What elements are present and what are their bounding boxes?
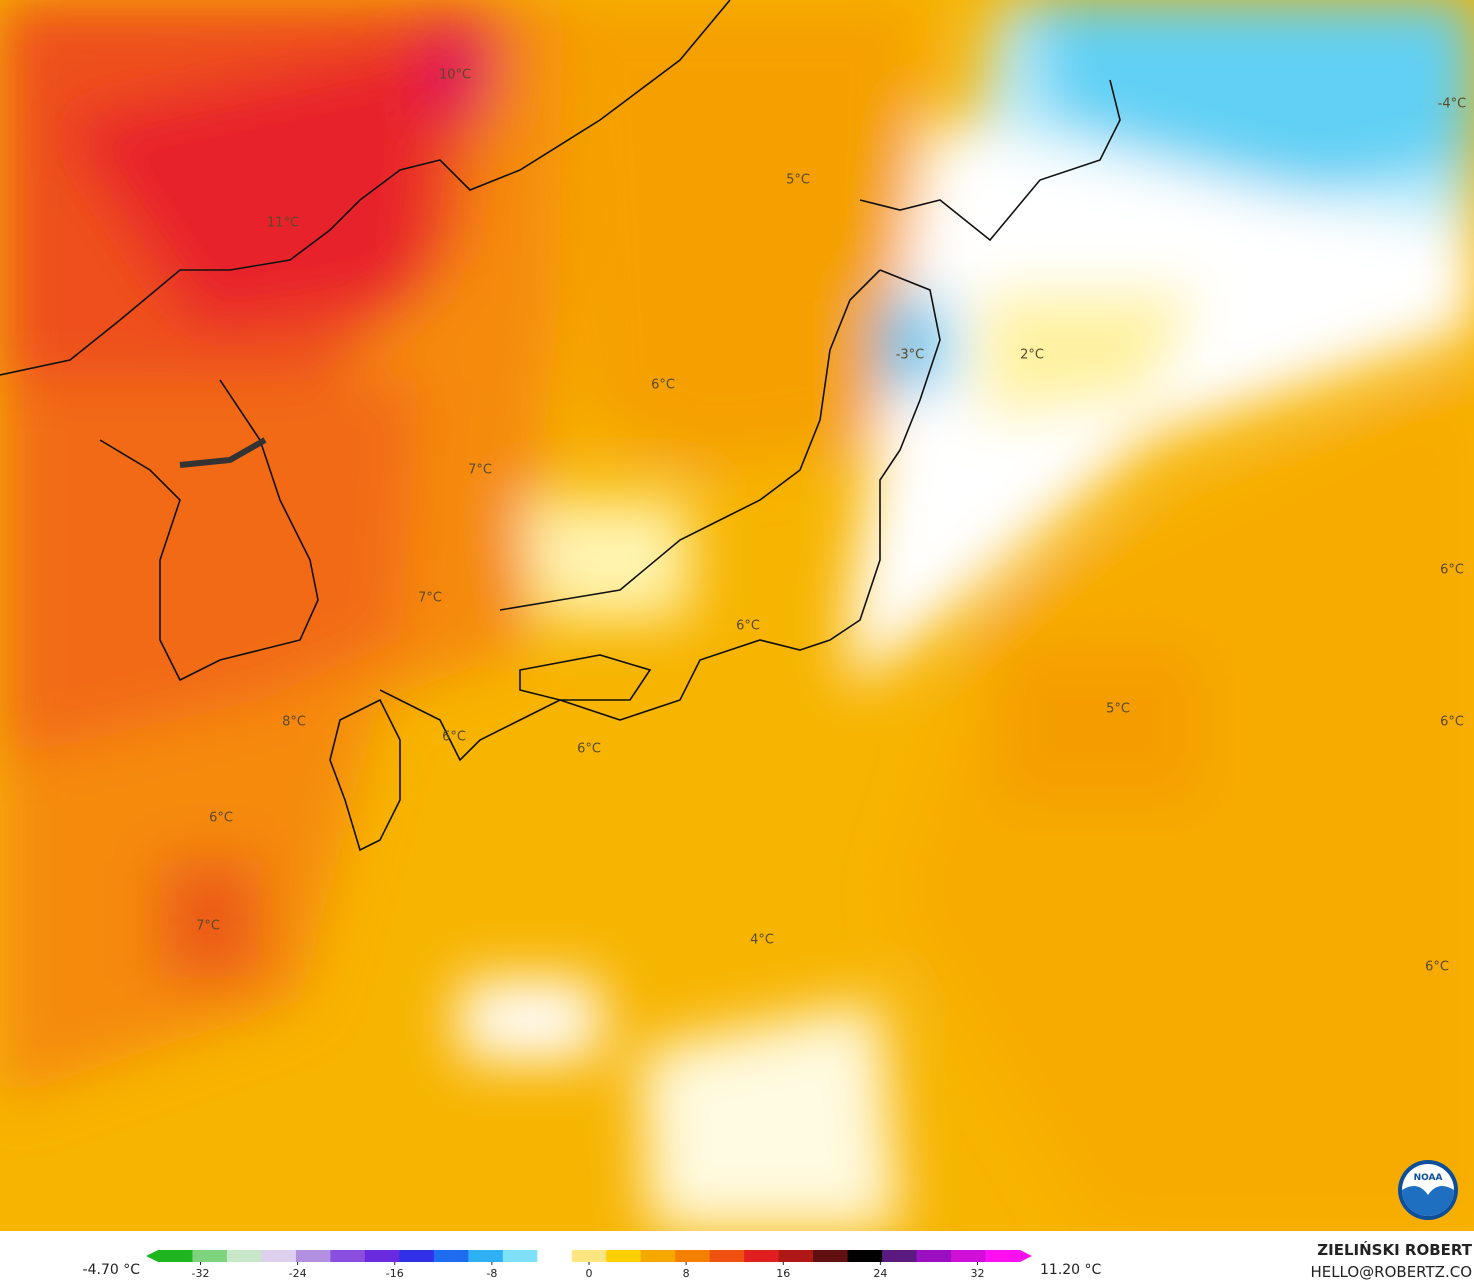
colorbar-tick-label: -8 [486, 1267, 497, 1280]
temperature-label: 6°C [1440, 715, 1464, 730]
colorbar-tick-label: 16 [776, 1267, 790, 1280]
temperature-label: 4°C [750, 933, 774, 948]
temperature-label: 7°C [418, 591, 442, 606]
colorbar-segment [882, 1250, 918, 1262]
temperature-label: 5°C [1106, 702, 1130, 717]
map-labels: 10°C 11°C 5°C -4°C -3°C 2°C 6°C 7°C 7°C 6°C 6°C 8°C… [196, 68, 1466, 975]
temperature-label: 2°C [1020, 348, 1044, 363]
colorbar-segment [813, 1250, 849, 1262]
colorbar-tick-label: 24 [873, 1267, 887, 1280]
colorbar-segment [295, 1250, 331, 1262]
contact: HELLO@ROBERTZ.CO [1310, 1263, 1472, 1281]
colorbar-segment [951, 1250, 987, 1262]
temperature-label: 10°C [439, 68, 471, 83]
colorbar-tick-label: 8 [683, 1267, 690, 1280]
colorbar-end [146, 1250, 158, 1262]
temperature-label: 6°C [651, 378, 675, 393]
temperature-label: 6°C [1440, 563, 1464, 578]
temperature-label: 11°C [267, 216, 299, 231]
colorbar-segment [744, 1250, 780, 1262]
logo-text: NOAA [1414, 1173, 1443, 1183]
colorbar-segment [502, 1250, 538, 1262]
colorbar-segment [261, 1250, 297, 1262]
colorbar-tick-label: 0 [586, 1267, 593, 1280]
colorbar-end [1020, 1250, 1032, 1262]
temperature-label: 6°C [1425, 960, 1449, 975]
temperature-label: 8°C [282, 715, 306, 730]
colorbar-segment [606, 1250, 642, 1262]
temperature-label: -3°C [896, 348, 925, 363]
colorbar-tick-label: -24 [289, 1267, 307, 1280]
colorbar-segment [916, 1250, 952, 1262]
temperature-label: 6°C [209, 811, 233, 826]
colorbar-segment [985, 1250, 1021, 1262]
author: ZIELIŃSKI ROBERT [1317, 1240, 1472, 1259]
colorbar-segment [399, 1250, 435, 1262]
colorbar-max-label: 11.20 °C [1040, 1262, 1102, 1278]
colorbar-segment [468, 1250, 504, 1262]
colorbar-tick-label: 32 [971, 1267, 985, 1280]
colorbar-segment [847, 1250, 883, 1262]
colorbar-segment [640, 1250, 676, 1262]
temperature-label: 7°C [196, 919, 220, 934]
noaa-logo: NOAA [1398, 1160, 1458, 1220]
colorbar-segment [571, 1250, 607, 1262]
colorbar-segment [158, 1250, 193, 1262]
colorbar-segment [675, 1250, 711, 1262]
colorbar-segment [433, 1250, 469, 1262]
colorbar-segment [226, 1250, 262, 1262]
colorbar-tick-label: -32 [192, 1267, 210, 1280]
colorbar-segment [364, 1250, 400, 1262]
temperature-label: -4°C [1438, 97, 1467, 112]
temperature-label: 5°C [786, 173, 810, 188]
colorbar-segment [709, 1250, 745, 1262]
colorbar-segment [192, 1250, 228, 1262]
temperature-label: 6°C [577, 742, 601, 757]
colorbar-segment [778, 1250, 814, 1262]
border-line [179, 437, 267, 468]
temperature-label: 7°C [468, 463, 492, 478]
colorbar-tick-label: -16 [386, 1267, 404, 1280]
temperature-field [0, 0, 1474, 1231]
colorbar: -32 -24 -16 -8 0 8 16 24 32 [146, 1250, 1032, 1280]
temperature-label: 6°C [442, 730, 466, 745]
colorbar-min-label: -4.70 °C [83, 1262, 141, 1278]
colorbar-segment [537, 1250, 573, 1262]
temperature-label: 6°C [736, 619, 760, 634]
colorbar-segment [330, 1250, 366, 1262]
coastlines [0, 0, 1121, 852]
